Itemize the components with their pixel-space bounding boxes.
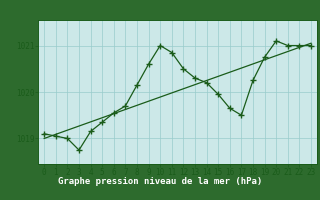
Text: Graphe pression niveau de la mer (hPa): Graphe pression niveau de la mer (hPa) — [58, 178, 262, 186]
